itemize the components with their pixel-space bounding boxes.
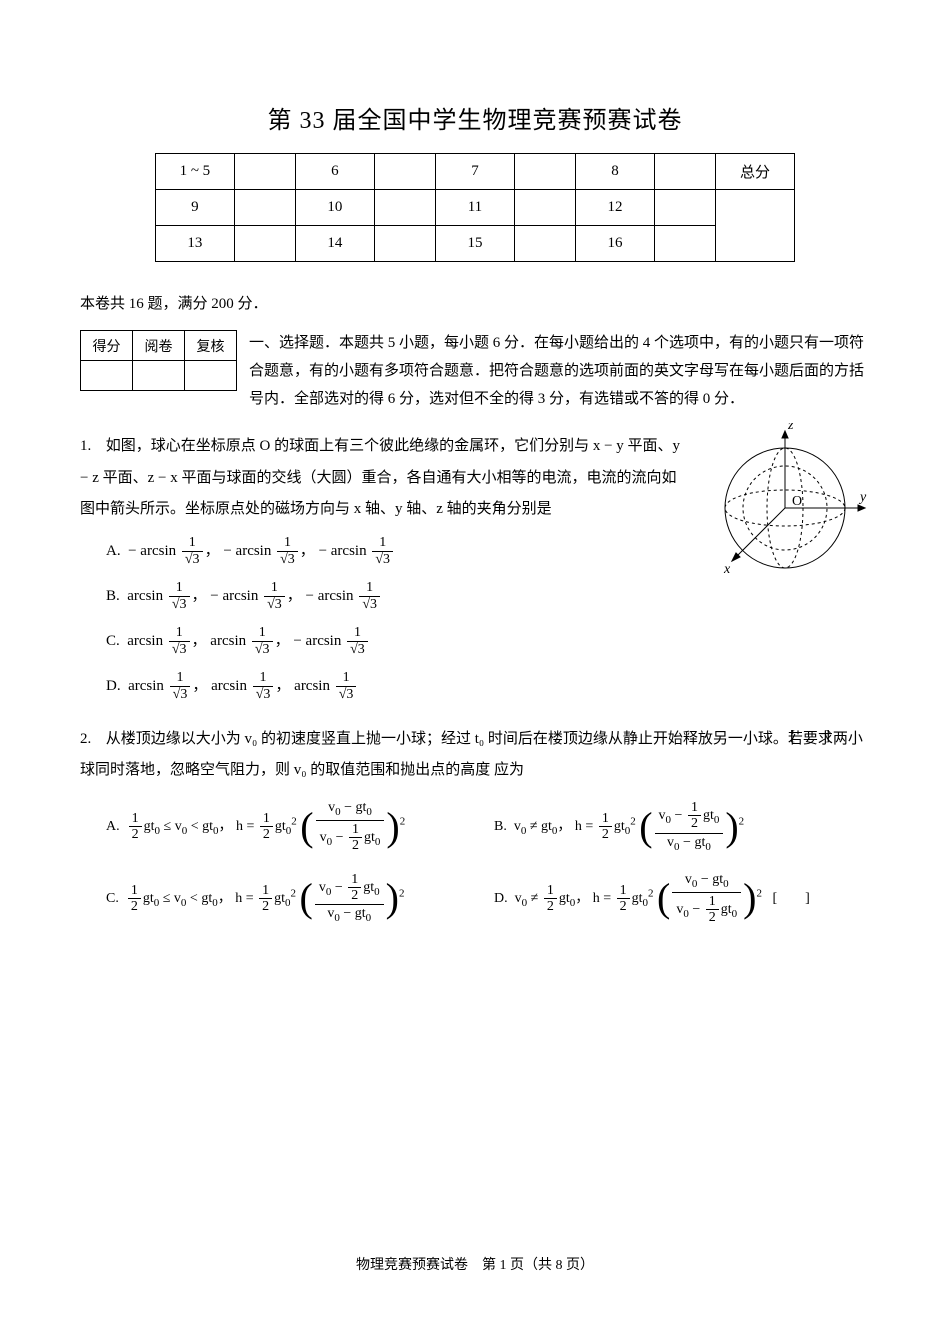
cell: 14	[296, 226, 375, 262]
option-d: D. arcsin 1√3， arcsin 1√3， arcsin 1√3	[106, 667, 686, 706]
page-footer: 物理竞赛预赛试卷 第 1 页（共 8 页）	[0, 1254, 950, 1274]
cell	[133, 361, 185, 391]
option-a: A. − arcsin 1√3， − arcsin 1√3， − arcsin …	[106, 532, 686, 571]
cell: 得分	[81, 331, 133, 361]
cell: 10	[296, 190, 375, 226]
section-instructions: 一、选择题．本题共 5 小题，每小题 6 分．在每小题给出的 4 个选项中，有的…	[249, 330, 870, 413]
intro-text: 本卷共 16 题，满分 200 分．	[80, 292, 830, 316]
cell: 8	[576, 154, 655, 190]
table-row: 1 ~ 5 6 7 8 总分	[156, 154, 795, 190]
cell: 复核	[185, 331, 237, 361]
y-label: y	[858, 490, 867, 505]
cell	[654, 190, 715, 226]
z-label: z	[787, 423, 794, 433]
cell: 7	[436, 154, 515, 190]
cell	[81, 361, 133, 391]
cell	[374, 226, 435, 262]
page-title: 第 33 届全国中学生物理竞赛预赛试卷	[80, 100, 870, 135]
cell: 总分	[716, 154, 795, 190]
cell	[654, 226, 715, 262]
sphere-diagram: z y x O	[700, 423, 870, 593]
cell	[514, 226, 575, 262]
cell	[514, 154, 575, 190]
cell	[234, 226, 295, 262]
option-a: A. 12gt0 ≤ v0 < gt0， h = 12gt02 ( v0 − g…	[106, 799, 482, 855]
answer-bracket: [ ]	[772, 891, 809, 906]
x-label: x	[723, 562, 731, 577]
option-c: C. 12gt0 ≤ v0 < gt0， h = 12gt02 ( v0 − 1…	[106, 871, 482, 927]
cell: 1 ~ 5	[156, 154, 235, 190]
table-row: 9 10 11 12	[156, 190, 795, 226]
mini-score-table: 得分 阅卷 复核	[80, 330, 237, 391]
q2-text: 从楼顶边缘以大小为 v₀ 的初速度竖直上抛一小球；经过 t₀ 时间后在楼顶边缘从…	[80, 731, 863, 779]
score-table: 1 ~ 5 6 7 8 总分 9 10 11 12 13 14 15 16	[155, 153, 795, 262]
cell: 12	[576, 190, 655, 226]
cell	[374, 154, 435, 190]
cell	[374, 190, 435, 226]
cell	[514, 190, 575, 226]
cell	[716, 190, 795, 262]
cell	[234, 154, 295, 190]
option-b: B. arcsin 1√3， − arcsin 1√3， − arcsin 1√…	[106, 577, 686, 616]
question-2: 2. 从楼顶边缘以大小为 v₀ 的初速度竖直上抛一小球；经过 t₀ 时间后在楼顶…	[80, 724, 870, 927]
q1-number: 1.	[80, 431, 102, 463]
cell	[185, 361, 237, 391]
option-d: D. v0 ≠ 12gt0， h = 12gt02 ( v0 − gt0 v0 …	[494, 871, 870, 927]
cell: 阅卷	[133, 331, 185, 361]
o-label: O	[792, 494, 802, 509]
q2-number: 2.	[80, 724, 102, 756]
cell	[654, 154, 715, 190]
cell: 15	[436, 226, 515, 262]
cell: 9	[156, 190, 235, 226]
option-c: C. arcsin 1√3， arcsin 1√3， − arcsin 1√3	[106, 622, 686, 661]
cell: 11	[436, 190, 515, 226]
option-b: B. v0 ≠ gt0， h = 12gt02 ( v0 − 12gt0 v0 …	[494, 799, 870, 855]
cell: 13	[156, 226, 235, 262]
cell	[234, 190, 295, 226]
question-1: 1. 如图，球心在坐标原点 O 的球面上有三个彼此绝缘的金属环，它们分别与 x …	[80, 431, 870, 706]
table-row: 13 14 15 16	[156, 226, 795, 262]
cell: 6	[296, 154, 375, 190]
q1-text: 如图，球心在坐标原点 O 的球面上有三个彼此绝缘的金属环，它们分别与 x − y…	[80, 438, 680, 517]
cell: 16	[576, 226, 655, 262]
